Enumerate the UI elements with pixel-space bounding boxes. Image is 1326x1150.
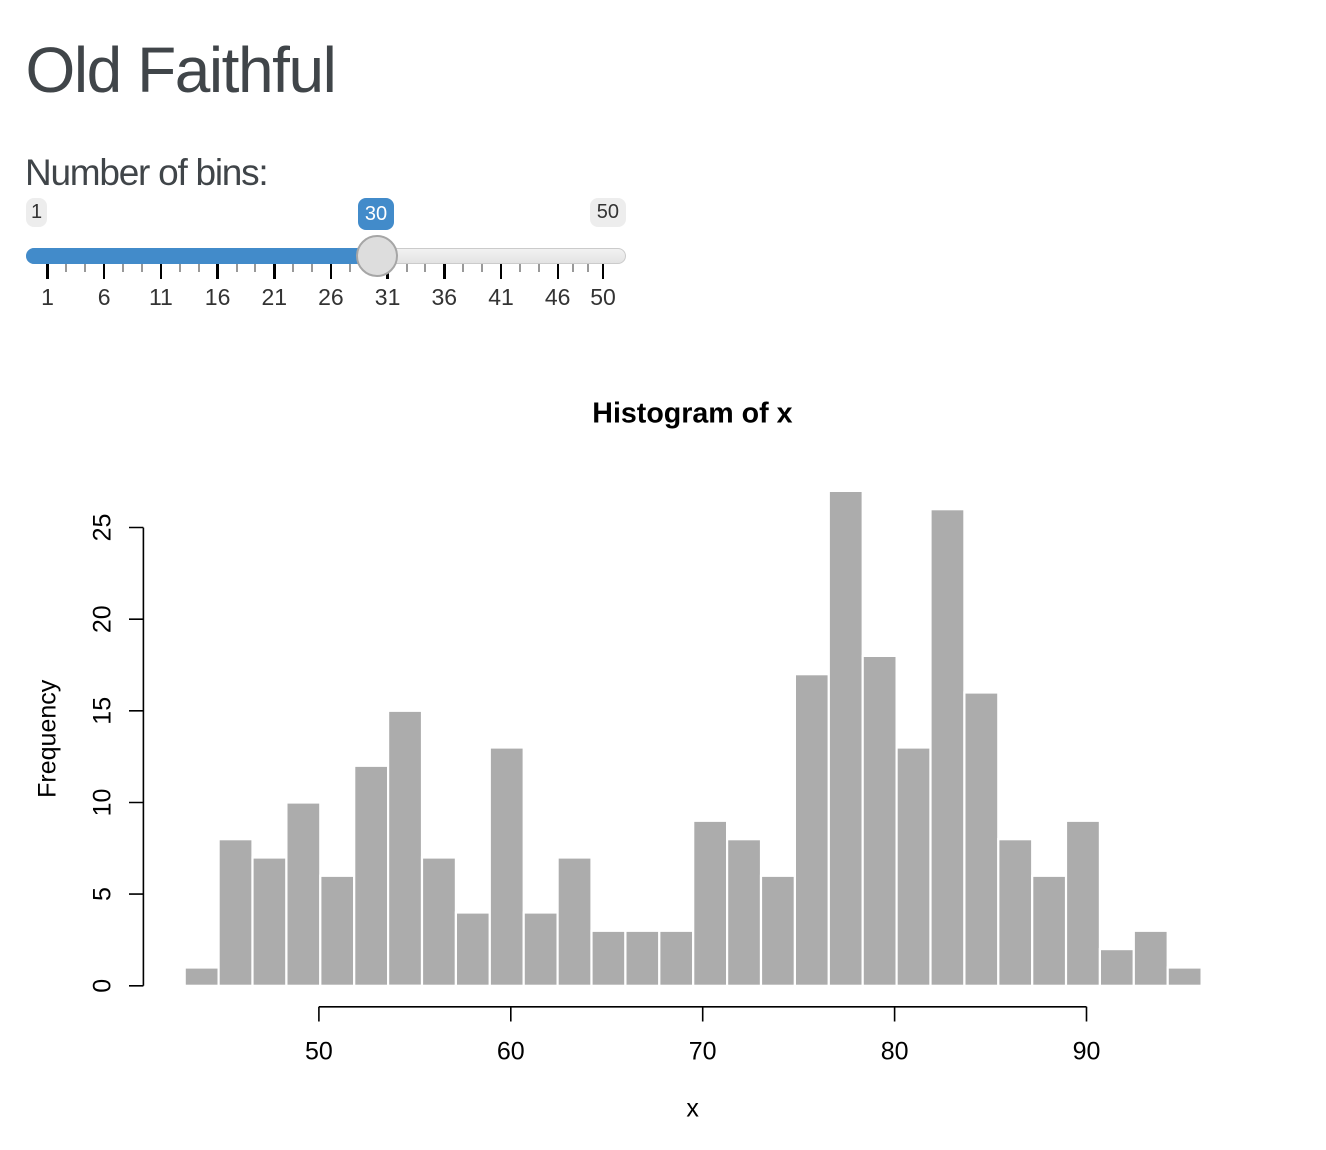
svg-text:10: 10 xyxy=(88,789,116,817)
svg-text:Histogram of x: Histogram of x xyxy=(592,398,792,430)
svg-text:20: 20 xyxy=(88,605,116,633)
svg-text:0: 0 xyxy=(88,979,116,993)
svg-text:70: 70 xyxy=(689,1038,717,1066)
svg-text:60: 60 xyxy=(497,1038,525,1066)
svg-text:5: 5 xyxy=(88,887,116,901)
svg-text:90: 90 xyxy=(1073,1038,1101,1066)
svg-text:x: x xyxy=(686,1095,699,1123)
svg-text:15: 15 xyxy=(88,697,116,725)
svg-text:25: 25 xyxy=(88,514,116,542)
svg-text:50: 50 xyxy=(305,1038,333,1066)
svg-text:80: 80 xyxy=(881,1038,909,1066)
svg-text:Frequency: Frequency xyxy=(34,679,62,798)
